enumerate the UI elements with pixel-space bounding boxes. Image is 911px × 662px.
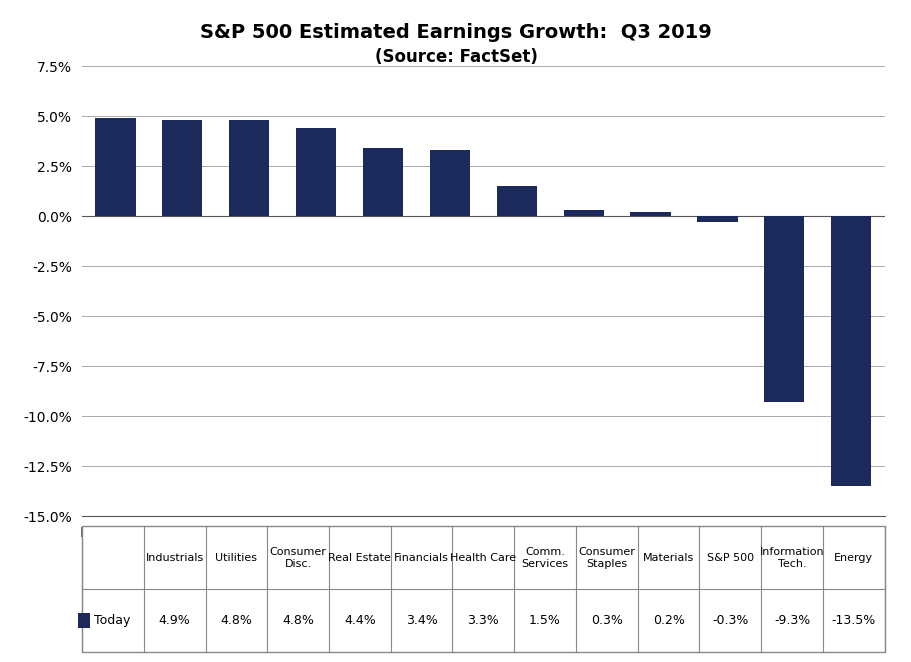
Bar (830, 216, 870, 487)
Text: 1.5%: 1.5% (528, 614, 560, 627)
Bar (162, 120, 202, 216)
Bar (496, 186, 537, 216)
Text: 3.4%: 3.4% (405, 614, 437, 627)
Text: 0.2%: 0.2% (652, 614, 684, 627)
Bar (563, 211, 603, 216)
Text: 4.4%: 4.4% (343, 614, 375, 627)
Text: Today: Today (94, 614, 130, 627)
Text: -0.3%: -0.3% (711, 614, 748, 627)
Text: Comm.
Services: Comm. Services (521, 547, 568, 569)
Text: -9.3%: -9.3% (773, 614, 809, 627)
Text: Health Care: Health Care (450, 553, 516, 563)
Text: Industrials: Industrials (146, 553, 203, 563)
Bar (697, 216, 737, 222)
Bar (296, 128, 336, 216)
Text: 4.8%: 4.8% (220, 614, 252, 627)
Text: Information
Tech.: Information Tech. (759, 547, 824, 569)
Text: Consumer
Staples: Consumer Staples (578, 547, 635, 569)
Bar (630, 213, 670, 216)
Text: Utilities: Utilities (215, 553, 257, 563)
Text: Real Estate: Real Estate (328, 553, 391, 563)
Text: Financials: Financials (394, 553, 448, 563)
Text: Consumer
Disc.: Consumer Disc. (270, 547, 326, 569)
Bar (363, 148, 403, 216)
Text: S&P 500: S&P 500 (706, 553, 753, 563)
Bar (763, 216, 804, 402)
Bar (96, 118, 136, 216)
Text: Energy: Energy (834, 553, 873, 563)
Text: 4.8%: 4.8% (281, 614, 313, 627)
Text: Materials: Materials (642, 553, 693, 563)
Text: (Source: FactSet): (Source: FactSet) (374, 48, 537, 66)
Bar (229, 120, 269, 216)
Text: 4.9%: 4.9% (159, 614, 190, 627)
Text: 3.3%: 3.3% (467, 614, 498, 627)
Bar (429, 150, 469, 216)
Text: -13.5%: -13.5% (831, 614, 875, 627)
Text: 0.3%: 0.3% (590, 614, 622, 627)
Text: S&P 500 Estimated Earnings Growth:  Q3 2019: S&P 500 Estimated Earnings Growth: Q3 20… (200, 23, 711, 42)
